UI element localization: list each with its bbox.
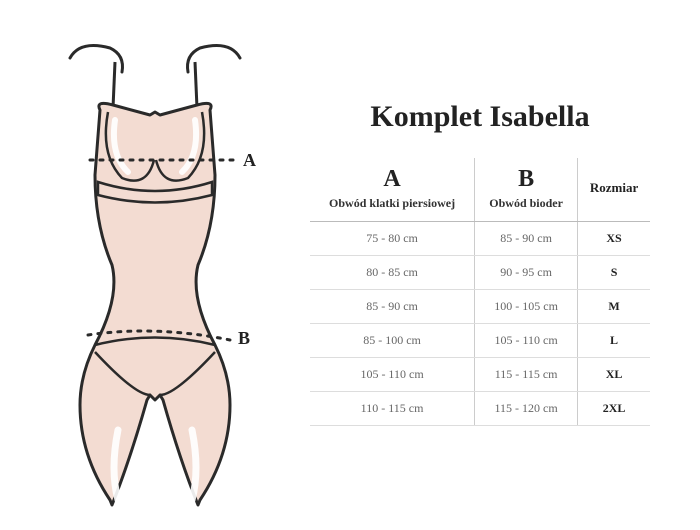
table-row: 105 - 110 cm115 - 115 cmXL — [310, 357, 650, 391]
cell-size: 2XL — [578, 391, 650, 425]
measurement-diagram: A B — [0, 0, 310, 525]
cell-a: 80 - 85 cm — [310, 255, 475, 289]
size-table-body: 75 - 80 cm85 - 90 cmXS80 - 85 cm90 - 95 … — [310, 221, 650, 425]
cell-b: 105 - 110 cm — [475, 323, 578, 357]
table-row: 85 - 90 cm100 - 105 cmM — [310, 289, 650, 323]
body-figure-svg — [0, 0, 310, 525]
cell-a: 85 - 100 cm — [310, 323, 475, 357]
table-row: 110 - 115 cm115 - 120 cm2XL — [310, 391, 650, 425]
cell-size: M — [578, 289, 650, 323]
cell-a: 105 - 110 cm — [310, 357, 475, 391]
cell-size: L — [578, 323, 650, 357]
cell-b: 115 - 115 cm — [475, 357, 578, 391]
product-title: Komplet Isabella — [310, 100, 650, 134]
cell-b: 90 - 95 cm — [475, 255, 578, 289]
marker-b: B — [238, 328, 250, 349]
cell-size: XL — [578, 357, 650, 391]
col-header-a: A Obwód klatki piersiowej — [310, 158, 475, 222]
table-header-row: A Obwód klatki piersiowej B Obwód bioder… — [310, 158, 650, 222]
table-row: 80 - 85 cm90 - 95 cmS — [310, 255, 650, 289]
size-table: A Obwód klatki piersiowej B Obwód bioder… — [310, 158, 650, 426]
cell-size: XS — [578, 221, 650, 255]
cell-a: 75 - 80 cm — [310, 221, 475, 255]
table-row: 85 - 100 cm105 - 110 cmL — [310, 323, 650, 357]
size-table-panel: Komplet Isabella A Obwód klatki piersiow… — [310, 100, 670, 426]
col-header-size: Rozmiar — [578, 158, 650, 222]
cell-size: S — [578, 255, 650, 289]
cell-a: 110 - 115 cm — [310, 391, 475, 425]
cell-a: 85 - 90 cm — [310, 289, 475, 323]
col-header-b: B Obwód bioder — [475, 158, 578, 222]
cell-b: 100 - 105 cm — [475, 289, 578, 323]
cell-b: 115 - 120 cm — [475, 391, 578, 425]
table-row: 75 - 80 cm85 - 90 cmXS — [310, 221, 650, 255]
marker-a: A — [243, 150, 256, 171]
cell-b: 85 - 90 cm — [475, 221, 578, 255]
